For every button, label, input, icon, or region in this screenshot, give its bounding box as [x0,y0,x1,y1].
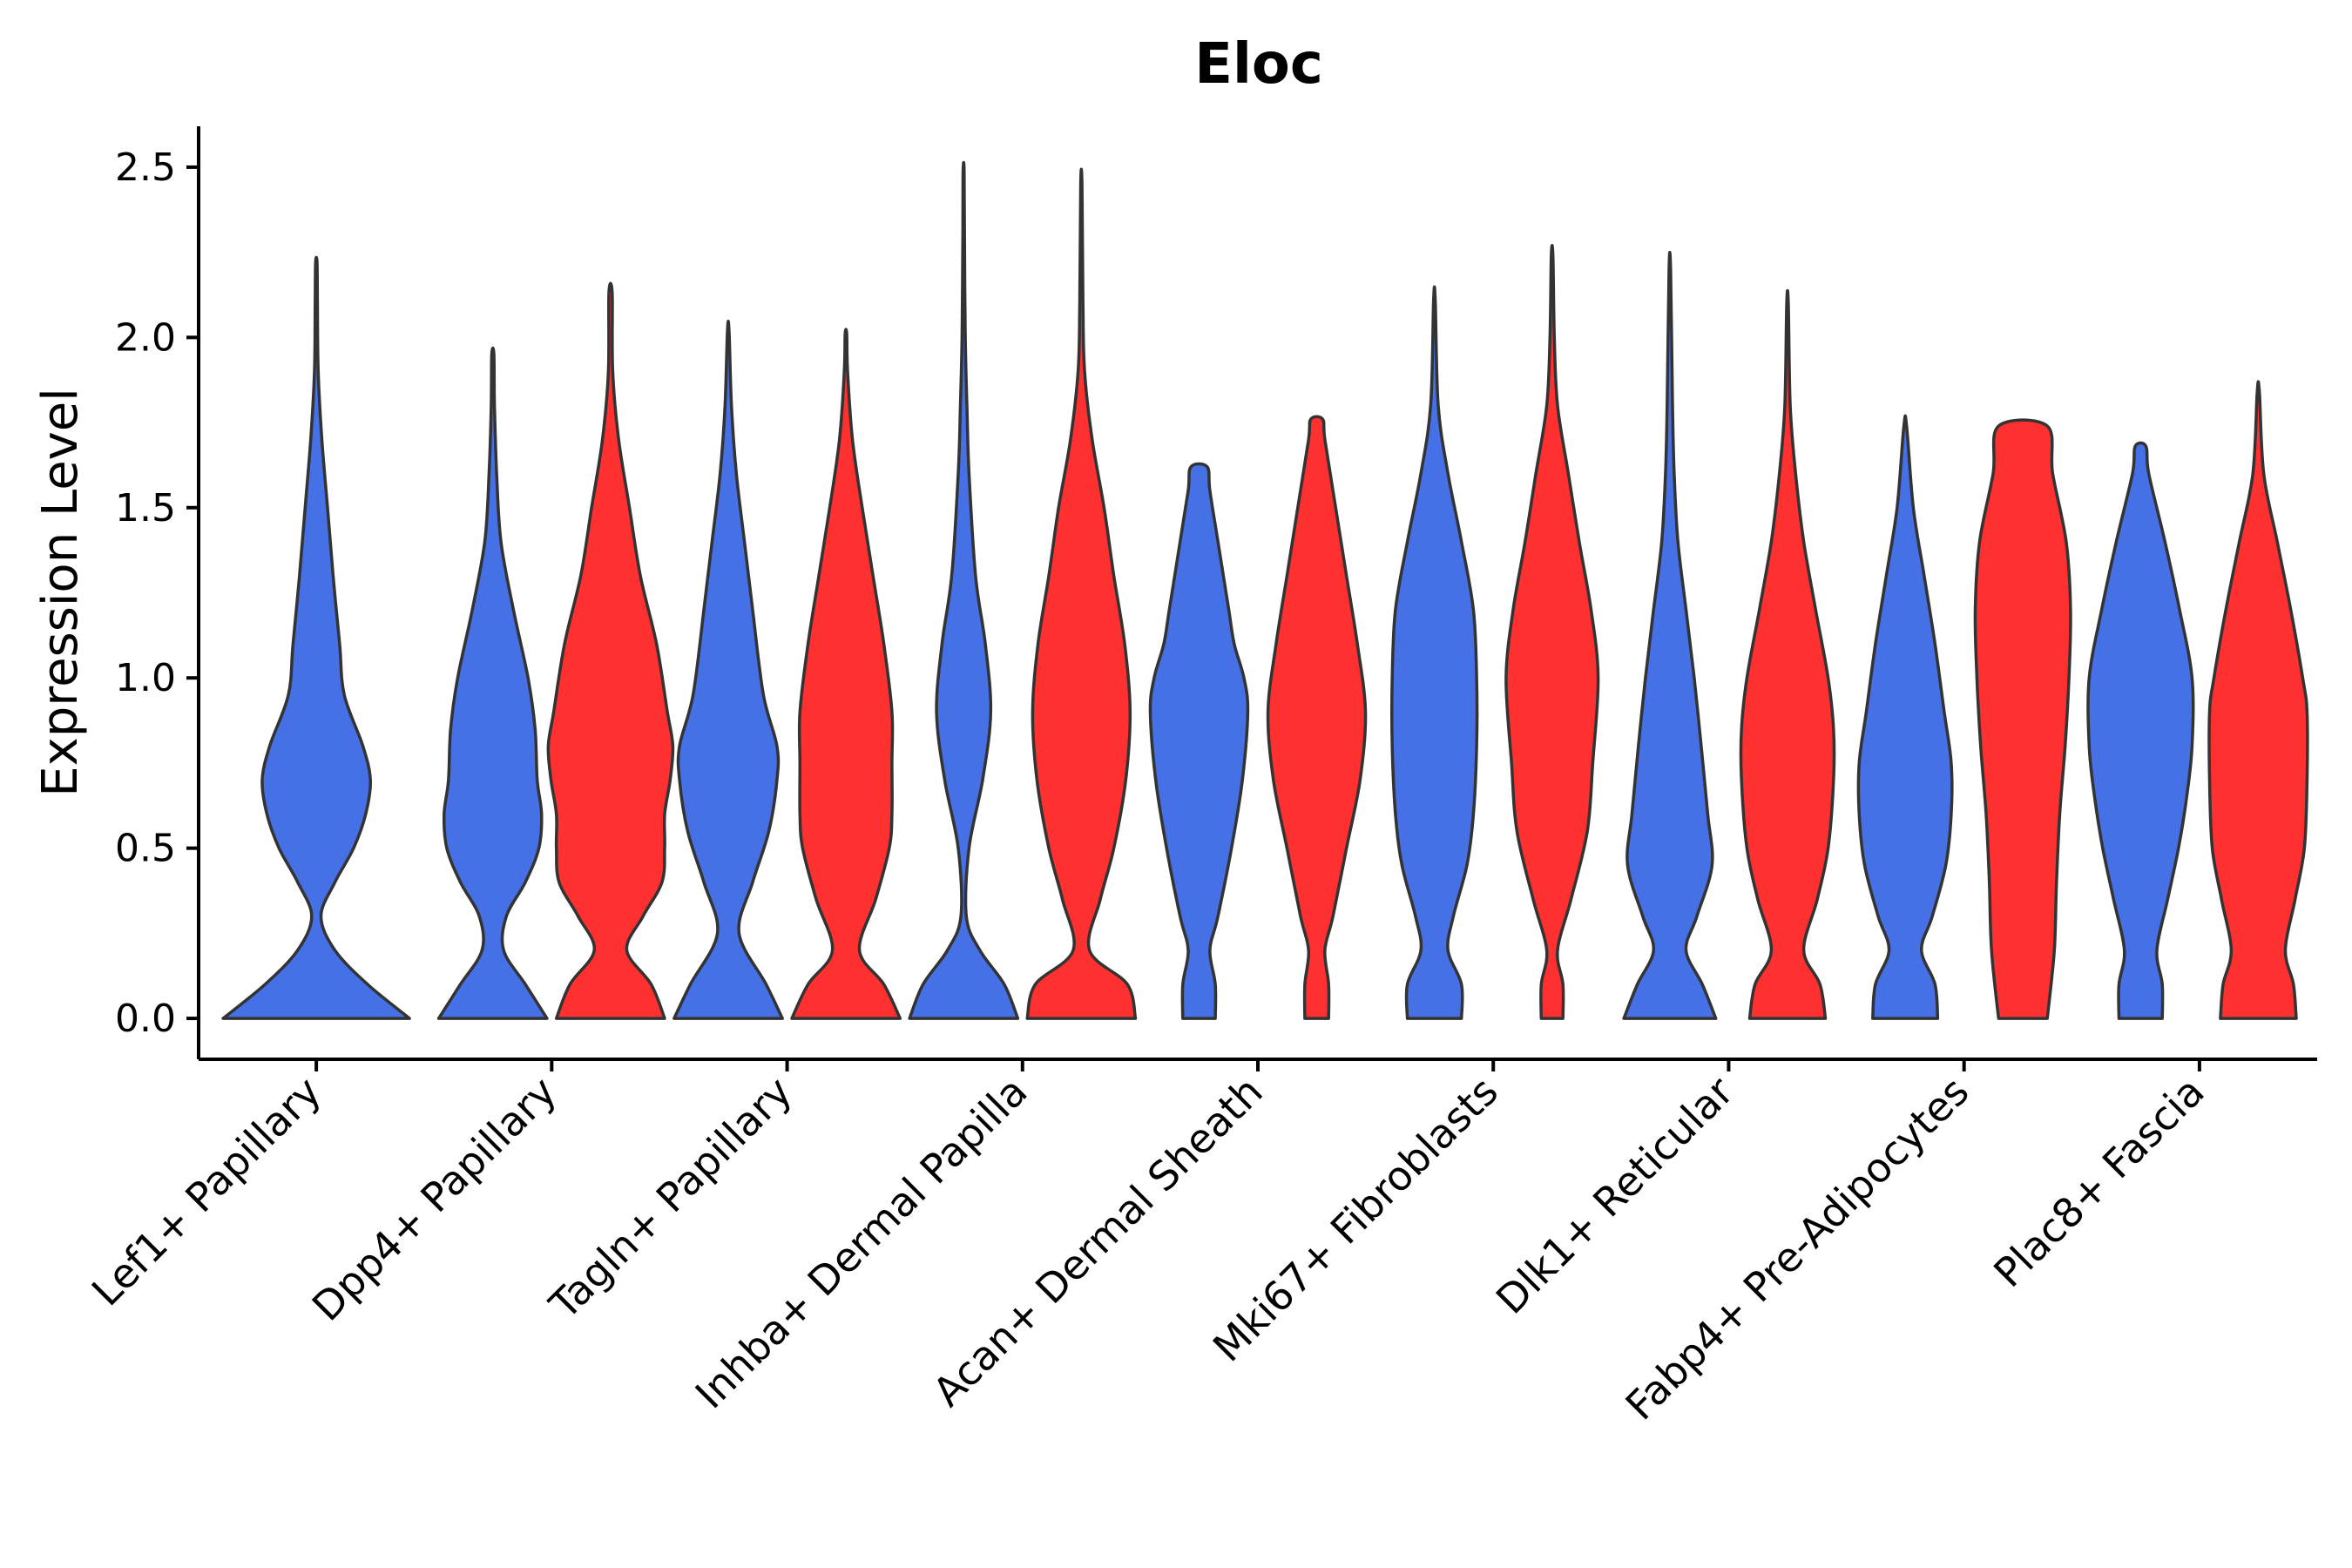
violin-dlk1-reticular-a [1622,250,1718,1020]
violin-dpp4-papillary-b [546,281,675,1020]
y-axis-label: Expression Level [32,388,89,797]
violin-acan-dermal-sheath-b [1266,415,1368,1020]
y-tick-label: 2.0 [115,315,176,360]
x-tick-label: Lef1+ Papillary [83,1068,330,1315]
x-tick-label: Dpp4+ Papillary [303,1068,565,1330]
violin-plac8-fascia-b [2207,380,2309,1020]
y-tick-label: 2.5 [115,145,176,190]
x-tick-label: Dlk1+ Reticular [1487,1068,1742,1323]
violin-fabp4-pre-adipocytes-b [1973,418,2072,1020]
y-axis: 0.0 0.5 1.0 1.5 2.0 2.5 [115,126,200,1059]
violin-tagln-papillary-a [672,320,784,1020]
violin-lef1-papillary-a [221,255,411,1020]
y-tick-label: 0.0 [115,997,176,1041]
violin-fabp4-pre-adipocytes-a [1856,414,1954,1020]
y-tick-label: 1.5 [115,486,176,531]
y-tick-label: 0.5 [115,827,176,871]
violin-plac8-fascia-a [2086,441,2195,1020]
violin-inhba-dermal-papilla-a [908,160,1020,1020]
violin-dpp4-papillary-a [436,346,549,1020]
violin-dlk1-reticular-b [1739,288,1836,1020]
x-tick-label: Plac8+ Fascia [1984,1068,2213,1296]
y-tick-label: 1.0 [115,656,176,700]
violin-tagln-papillary-b [790,328,902,1020]
violins-layer [221,160,2309,1020]
violin-mki67-fibroblasts-a [1390,285,1479,1020]
x-tick-label: Tagln+ Papillary [540,1068,801,1329]
violin-mki67-fibroblasts-b [1504,244,1600,1020]
violin-inhba-dermal-papilla-b [1025,167,1138,1020]
chart-title: Eloc [1194,32,1323,97]
violin-acan-dermal-sheath-a [1148,462,1250,1020]
